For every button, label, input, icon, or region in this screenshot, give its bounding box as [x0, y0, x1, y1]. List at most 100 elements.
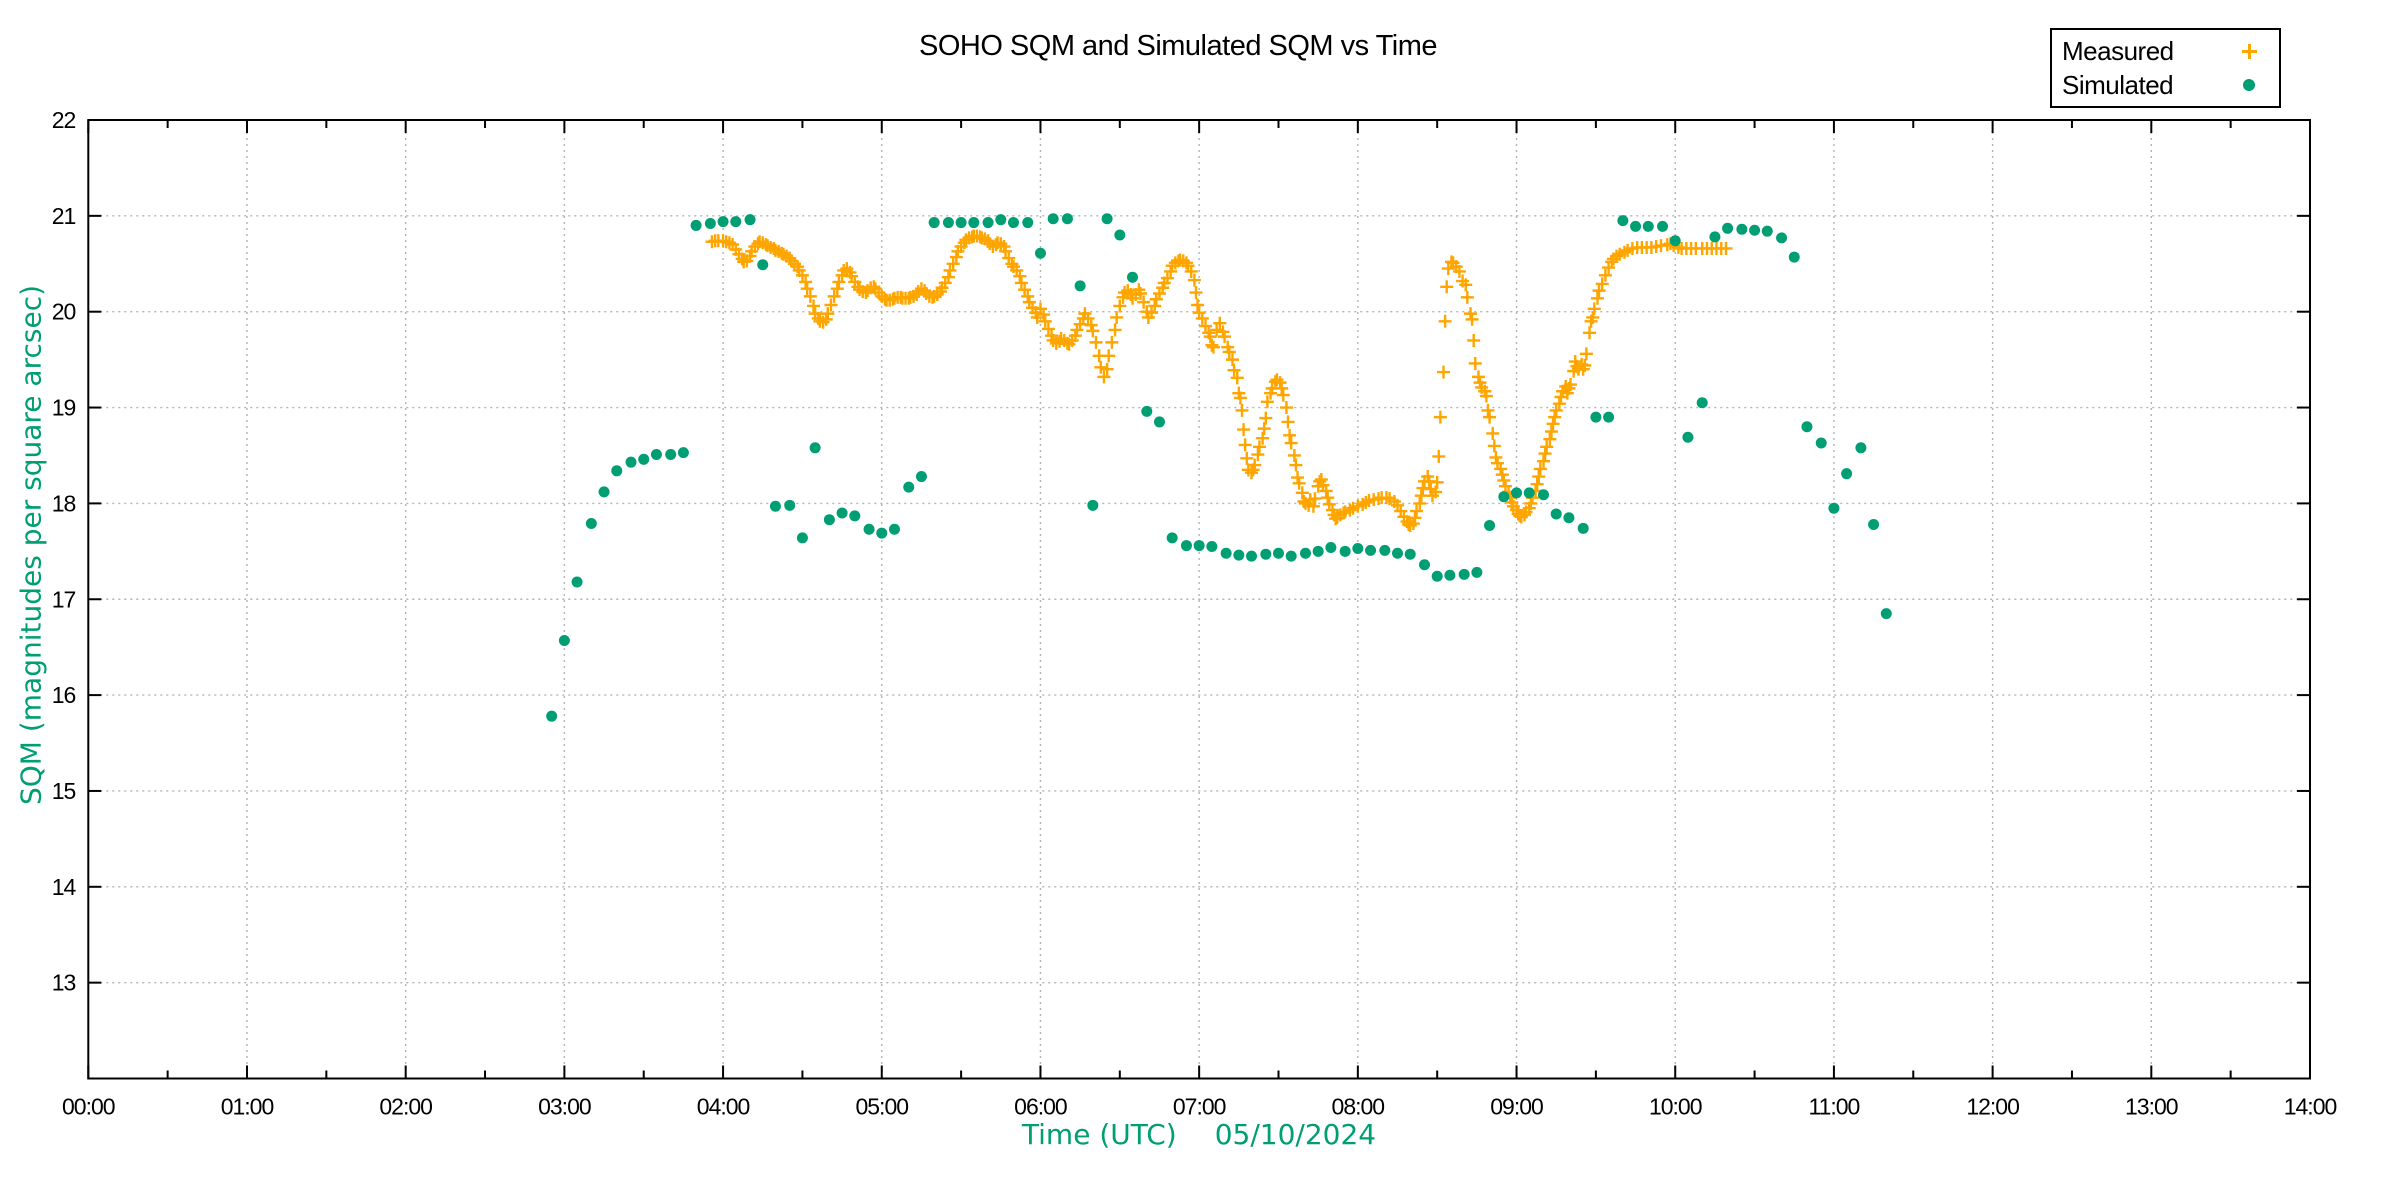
- measured-point: [1494, 462, 1508, 476]
- measured-point: [1430, 475, 1444, 489]
- simulated-point: [1206, 541, 1218, 553]
- measured-point: [1283, 428, 1297, 442]
- measured-point: [1544, 425, 1558, 439]
- measured-point: [1549, 403, 1563, 417]
- measured-point: [1189, 286, 1203, 300]
- measured-point: [1595, 277, 1609, 291]
- simulated-point: [1061, 213, 1073, 225]
- simulated-point: [1007, 217, 1019, 229]
- measured-point: [1471, 370, 1485, 384]
- measured-point: [1468, 356, 1482, 370]
- measured-point: [1587, 302, 1601, 316]
- measured-point: [1256, 431, 1270, 445]
- measured-point: [1252, 440, 1266, 454]
- simulated-point: [903, 481, 915, 493]
- simulated-point: [769, 500, 781, 512]
- simulated-point: [784, 499, 796, 511]
- measured-point: [1532, 470, 1546, 484]
- measured-point: [1235, 403, 1249, 417]
- x-tick-label: 00:00: [62, 1094, 115, 1120]
- simulated-point: [1312, 545, 1324, 557]
- measured-point: [1014, 276, 1028, 290]
- measured-point: [1590, 291, 1604, 305]
- simulated-point: [942, 217, 954, 229]
- simulated-point: [1126, 271, 1138, 283]
- measured-point: [1110, 310, 1124, 324]
- measured-point: [1225, 353, 1239, 367]
- measured-point: [1238, 438, 1252, 452]
- simulated-point: [1590, 411, 1602, 423]
- x-tick-label: 13:00: [2125, 1094, 2178, 1120]
- measured-point: [1105, 335, 1119, 349]
- measured-point: [1279, 401, 1293, 415]
- measured-point: [1289, 458, 1303, 472]
- simulated-point: [1047, 213, 1059, 225]
- measured-point: [1438, 314, 1452, 328]
- measured-point: [1291, 471, 1305, 485]
- measured-point: [807, 299, 821, 313]
- measured-point: [1563, 378, 1577, 392]
- simulated-point: [1855, 442, 1867, 454]
- measured-point: [1719, 241, 1733, 255]
- measured-point: [1498, 479, 1512, 493]
- measured-point: [1487, 439, 1501, 453]
- measured-point: [1084, 318, 1098, 332]
- legend-label-measured: Measured: [2062, 36, 2174, 66]
- simulated-point: [1736, 223, 1748, 235]
- simulated-point: [863, 523, 875, 535]
- simulated-point: [1141, 405, 1153, 417]
- measured-point: [1306, 499, 1320, 513]
- simulated-point: [1074, 280, 1086, 292]
- measured-series: [705, 229, 1733, 532]
- simulated-point: [1788, 251, 1800, 263]
- measured-point: [1276, 388, 1290, 402]
- y-tick-label: 17: [52, 586, 76, 612]
- measured-point: [1145, 306, 1159, 320]
- measured-point: [1592, 284, 1606, 298]
- measured-point: [1081, 311, 1095, 325]
- simulated-point: [1761, 225, 1773, 237]
- simulated-point: [1722, 222, 1734, 234]
- measured-point: [1021, 289, 1035, 303]
- measured-point: [1240, 451, 1254, 465]
- measured-point: [943, 263, 957, 277]
- measured-point: [1005, 257, 1019, 271]
- measured-point: [1319, 484, 1333, 498]
- measured-point: [1524, 496, 1538, 510]
- measured-point: [1094, 360, 1108, 374]
- simulated-point: [836, 507, 848, 519]
- measured-point: [1460, 290, 1474, 304]
- measured-point: [1206, 340, 1220, 354]
- simulated-point: [677, 447, 689, 459]
- simulated-point: [1630, 220, 1642, 232]
- measured-point: [1467, 333, 1481, 347]
- measured-point: [1192, 306, 1206, 320]
- measured-point: [1030, 310, 1044, 324]
- measured-point: [1543, 432, 1557, 446]
- x-tick-label: 11:00: [1808, 1094, 1859, 1120]
- simulated-point: [1642, 220, 1654, 232]
- measured-point: [1260, 395, 1274, 409]
- measured-point: [830, 282, 844, 296]
- x-tick-label: 10:00: [1649, 1094, 1702, 1120]
- simulated-point: [585, 518, 597, 530]
- simulated-point: [1776, 232, 1788, 244]
- simulated-point: [1669, 235, 1681, 247]
- y-axis-label: SQM (magnitudes per square arcsec): [14, 284, 48, 806]
- measured-point: [1578, 358, 1592, 372]
- simulated-series: [546, 213, 1892, 722]
- simulated-point: [888, 523, 900, 535]
- measured-point: [1259, 411, 1273, 425]
- measured-point: [1203, 330, 1217, 344]
- simulated-point: [1828, 502, 1840, 514]
- simulated-point: [1246, 550, 1258, 562]
- measured-point: [1481, 403, 1495, 417]
- simulated-point: [995, 214, 1007, 226]
- measured-point: [1108, 323, 1122, 337]
- simulated-point: [1285, 550, 1297, 562]
- simulated-point: [928, 217, 940, 229]
- simulated-point: [1880, 608, 1892, 620]
- simulated-point: [1404, 548, 1416, 560]
- measured-point: [1018, 283, 1032, 297]
